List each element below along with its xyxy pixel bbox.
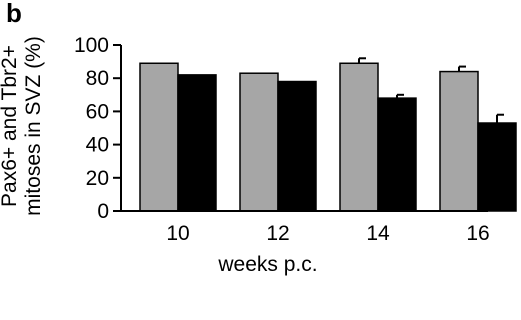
bar-s2-10: [177, 74, 217, 212]
y-tick-label-60: 60: [86, 100, 109, 123]
x-axis-label: weeks p.c.: [218, 253, 318, 276]
x-tick-label-12: 12: [266, 222, 289, 245]
panel-label: b: [6, 0, 22, 28]
bar-s1-12: [239, 72, 279, 212]
y-tick-label-80: 80: [86, 67, 109, 90]
bar-s1-14: [339, 62, 379, 212]
bar-s1-16: [439, 70, 479, 212]
x-tick-label-10: 10: [166, 222, 189, 245]
y-tick-label-100: 100: [74, 34, 109, 57]
bar-s2-16: [477, 122, 517, 212]
bar-s1-10: [139, 62, 179, 212]
y-tick-label-20: 20: [86, 167, 109, 190]
x-tick-label-16: 16: [466, 222, 489, 245]
y-tick-label-40: 40: [86, 134, 109, 157]
bar-s2-14: [377, 97, 417, 212]
x-tick-label-14: 14: [366, 222, 390, 245]
bar-s2-12: [277, 80, 317, 212]
plot-area: 0 20 40 60 80 100 10 12 14 16: [74, 34, 517, 245]
y-tick-label-0: 0: [97, 200, 109, 223]
